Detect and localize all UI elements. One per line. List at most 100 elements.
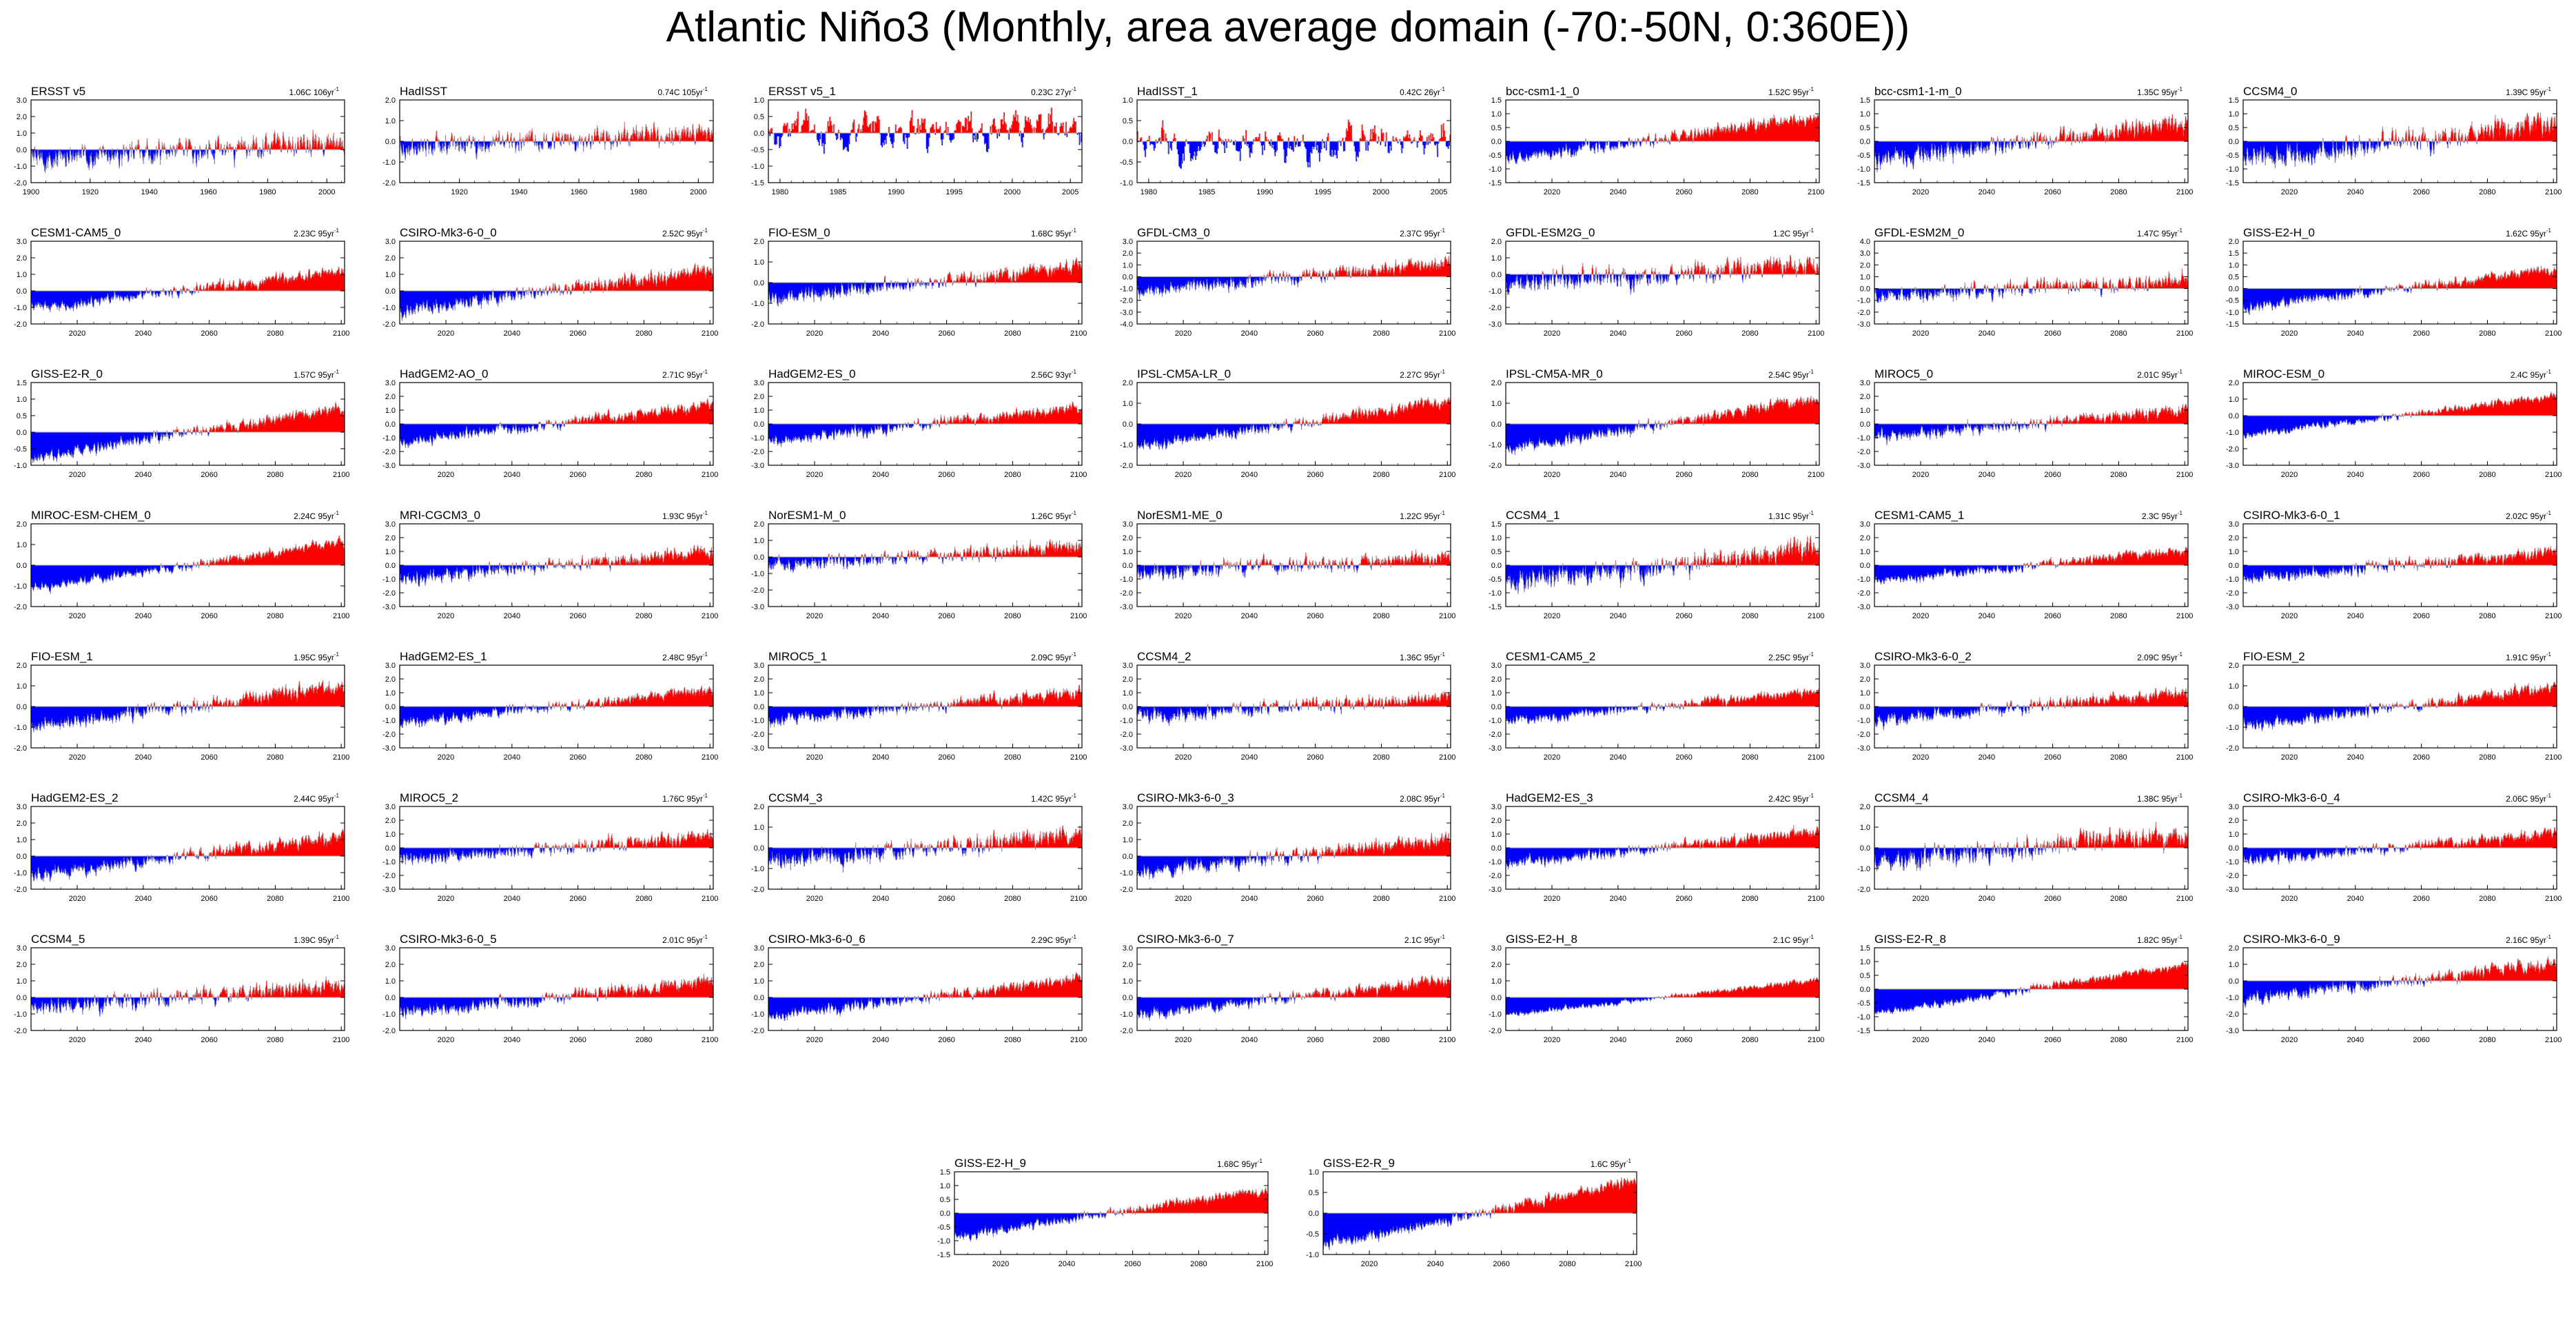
plot-frame bbox=[1505, 241, 1820, 325]
y-tick-label: 1.0 bbox=[1860, 273, 1870, 281]
x-tick-label: 2100 bbox=[333, 1036, 349, 1044]
panel-trend: 1.36C 95yr-1 bbox=[1400, 651, 1445, 662]
y-tick-label: 0.0 bbox=[17, 146, 27, 154]
panel-title: CCSM4_3 bbox=[768, 791, 822, 804]
panel-title: HadGEM2-ES_1 bbox=[400, 650, 487, 663]
chart-panel: CSIRO-Mk3-6-0_5 2.01C 95yr-1 -2.0 -1.0 0.0 1.… bbox=[369, 931, 718, 1044]
x-tick-label: 2080 bbox=[1373, 1036, 1389, 1044]
plot-frame bbox=[1136, 241, 1451, 325]
y-tick-label: -1.0 bbox=[14, 1010, 27, 1019]
negative-anomaly-area bbox=[769, 133, 1083, 154]
y-tick-label: -2.0 bbox=[382, 448, 396, 456]
x-tick-label: 1960 bbox=[571, 188, 587, 196]
y-tick-label: 1.5 bbox=[1860, 944, 1870, 953]
positive-anomaly-area bbox=[2322, 112, 2557, 141]
y-tick-label: 2.0 bbox=[2229, 534, 2239, 542]
y-tick-label: 1.5 bbox=[1860, 96, 1870, 105]
y-tick-label: 1.0 bbox=[940, 1182, 950, 1190]
x-tick-label: 2100 bbox=[1808, 895, 1824, 903]
y-tick-label: 2.0 bbox=[1860, 261, 1870, 270]
y-tick-label: -2.0 bbox=[14, 603, 27, 611]
y-tick-label: 1.0 bbox=[2229, 110, 2239, 119]
x-tick-label: 2040 bbox=[504, 1036, 520, 1044]
chart-svg: CCSM4_5 1.39C 95yr-1 -2.0 -1.0 0.0 1.0 2.0 3.0 2… bbox=[14, 933, 349, 1044]
y-tick-label: 0.0 bbox=[1123, 562, 1133, 570]
x-tick-label: 2040 bbox=[2347, 1036, 2364, 1044]
x-tick-label: 2040 bbox=[2347, 188, 2364, 196]
x-tick-label: 2020 bbox=[1544, 753, 1560, 762]
panel-trend: 2.48C 95yr-1 bbox=[662, 651, 708, 662]
y-tick-label: 3.0 bbox=[754, 662, 764, 670]
plot-frame bbox=[2242, 241, 2557, 325]
panel-trend: 2.1C 95yr-1 bbox=[1773, 934, 1815, 945]
y-tick-label: 0.0 bbox=[1491, 562, 1502, 570]
y-tick-label: 2.0 bbox=[1860, 675, 1870, 684]
y-tick-label: 2.0 bbox=[754, 675, 764, 684]
y-tick-label: -1.0 bbox=[1120, 179, 1133, 187]
x-tick-label: 2080 bbox=[2110, 471, 2127, 479]
y-tick-label: -1.0 bbox=[1489, 589, 1502, 598]
x-tick-label: 2100 bbox=[1439, 895, 1455, 903]
panel-trend: 0.42C 26yr-1 bbox=[1400, 86, 1445, 97]
y-tick-label: -2.0 bbox=[2226, 744, 2239, 753]
x-tick-label: 2100 bbox=[1439, 753, 1455, 762]
chart-svg: HadGEM2-AO_0 2.71C 95yr-1 -3.0 -2.0 -1.0 0.0 1… bbox=[382, 367, 718, 479]
panel-title: HadISST_1 bbox=[1137, 85, 1198, 98]
panel-title: CSIRO-Mk3-6-0_6 bbox=[768, 933, 866, 946]
y-tick-label: -1.0 bbox=[382, 717, 396, 725]
positive-anomaly-area bbox=[2356, 266, 2557, 289]
x-tick-label: 2060 bbox=[2044, 188, 2061, 196]
y-tick-label: 0.0 bbox=[1491, 703, 1502, 711]
panel-title: ERSST v5_1 bbox=[768, 85, 836, 98]
panel-trend: 1.39C 95yr-1 bbox=[2506, 86, 2551, 97]
y-tick-label: 1.0 bbox=[1860, 958, 1870, 966]
panel-title: CCSM4_4 bbox=[1874, 791, 1928, 804]
y-tick-label: -1.0 bbox=[14, 462, 27, 470]
x-tick-label: 2080 bbox=[1004, 753, 1021, 762]
chart-panel: CCSM4_5 1.39C 95yr-1 -2.0 -1.0 0.0 1.0 2.0 3.0 2… bbox=[0, 931, 349, 1044]
x-tick-label: 2100 bbox=[1070, 329, 1087, 338]
panel-title: GISS-E2-R_9 bbox=[1323, 1157, 1395, 1170]
negative-anomaly-area bbox=[400, 424, 571, 448]
x-tick-label: 2020 bbox=[438, 612, 454, 620]
y-tick-label: 2.0 bbox=[1123, 534, 1133, 542]
x-tick-label: 2080 bbox=[2110, 188, 2127, 196]
y-tick-label: 1.0 bbox=[1491, 254, 1502, 263]
panel-trend: 2.16C 95yr-1 bbox=[2506, 934, 2551, 945]
x-tick-label: 2100 bbox=[702, 753, 718, 762]
y-tick-label: 1.0 bbox=[1491, 689, 1502, 698]
y-tick-label: 0.0 bbox=[1860, 285, 1870, 294]
x-tick-label: 2040 bbox=[2347, 753, 2364, 762]
y-tick-label: 3.0 bbox=[385, 803, 396, 811]
y-tick-label: 1.0 bbox=[1860, 824, 1870, 832]
x-tick-label: 2020 bbox=[69, 612, 85, 620]
panel-trend: 2.4C 95yr-1 bbox=[2511, 369, 2552, 380]
y-tick-label: 0.0 bbox=[1860, 703, 1870, 711]
panel-trend: 2.23C 95yr-1 bbox=[294, 227, 339, 238]
positive-anomaly-area bbox=[812, 825, 1083, 848]
y-tick-label: 1.0 bbox=[17, 396, 27, 404]
plot-frame bbox=[30, 99, 345, 183]
positive-anomaly-area bbox=[1934, 687, 2189, 707]
x-tick-label: 2080 bbox=[1004, 329, 1021, 338]
y-tick-label: -1.0 bbox=[1857, 434, 1870, 443]
positive-anomaly-area bbox=[1977, 114, 2189, 141]
y-tick-label: 2.0 bbox=[754, 393, 764, 401]
y-tick-label: 1.0 bbox=[754, 977, 764, 986]
y-tick-label: 2.0 bbox=[754, 803, 764, 811]
y-tick-label: -1.0 bbox=[1306, 1251, 1319, 1259]
x-tick-label: 2000 bbox=[1004, 188, 1021, 196]
x-tick-label: 2040 bbox=[1610, 1036, 1626, 1044]
y-tick-label: 2.0 bbox=[1123, 820, 1133, 828]
x-tick-label: 2080 bbox=[1004, 895, 1021, 903]
x-tick-label: 2020 bbox=[1912, 753, 1929, 762]
x-tick-label: 2020 bbox=[2281, 1036, 2298, 1044]
positive-anomaly-area bbox=[845, 684, 1083, 707]
negative-anomaly-area bbox=[1506, 848, 1717, 870]
chart-panel: bcc-csm1-1-m_0 1.35C 95yr-1 -1.5 -1.0 -0.5 0.… bbox=[1843, 83, 2193, 196]
x-tick-label: 2040 bbox=[2347, 471, 2364, 479]
chart-svg: GISS-E2-R_0 1.57C 95yr-1 -1.0 -0.5 0.0 0.5 1.0… bbox=[14, 367, 349, 479]
y-tick-label: -1.0 bbox=[2226, 165, 2239, 174]
panel-title: CESM1-CAM5_0 bbox=[31, 226, 121, 239]
y-tick-label: 2.0 bbox=[2229, 662, 2239, 670]
